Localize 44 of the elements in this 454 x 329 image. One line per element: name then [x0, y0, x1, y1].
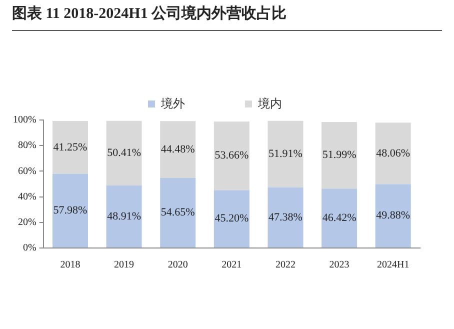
data-label: 48.91% [107, 210, 142, 222]
bar [160, 121, 196, 178]
data-label: 49.88% [376, 210, 410, 222]
data-label: 41.25% [53, 141, 88, 154]
chart-title: 图表 11 2018-2024H1 公司境内外营收占比 [12, 4, 287, 23]
y-tick-label: 40% [18, 191, 36, 202]
data-label: 45.20% [214, 212, 249, 225]
x-tick-label: 2023 [329, 260, 350, 271]
bar [106, 120, 142, 186]
x-tick-label: 2021 [222, 260, 242, 271]
y-tick-label: 60% [18, 166, 36, 177]
data-label: 57.98% [53, 204, 88, 217]
x-tick-label: 2018 [60, 260, 80, 271]
bar [268, 187, 304, 248]
bar [214, 190, 250, 248]
y-tick-label: 80% [18, 140, 36, 152]
bar [375, 184, 411, 248]
legend-label: 境内 [257, 96, 282, 110]
x-tick-label: 2019 [114, 260, 134, 271]
legend-label: 境外 [160, 96, 185, 110]
data-label: 48.06% [376, 147, 410, 160]
bar [160, 178, 196, 248]
bar [52, 174, 88, 248]
bar [52, 120, 88, 174]
data-label: 47.38% [268, 211, 302, 224]
data-label: 46.42% [322, 212, 356, 224]
bar [322, 188, 358, 248]
x-tick-label: 2024H1 [376, 260, 410, 271]
bar [375, 122, 411, 184]
y-tick-label: 20% [18, 217, 36, 228]
bar [322, 122, 358, 189]
bar [106, 185, 142, 248]
bar [268, 120, 304, 188]
data-label: 53.66% [214, 150, 249, 162]
data-label: 50.41% [107, 147, 142, 160]
data-label: 44.48% [160, 143, 195, 156]
bar [214, 121, 250, 190]
data-label: 54.65% [160, 206, 195, 219]
y-tick-label: 100% [12, 114, 36, 126]
y-tick-label: 0% [22, 242, 36, 254]
x-tick-label: 2020 [168, 260, 188, 271]
x-tick-label: 2022 [275, 260, 296, 271]
data-label: 51.99% [322, 149, 356, 162]
data-label: 51.91% [268, 148, 302, 160]
